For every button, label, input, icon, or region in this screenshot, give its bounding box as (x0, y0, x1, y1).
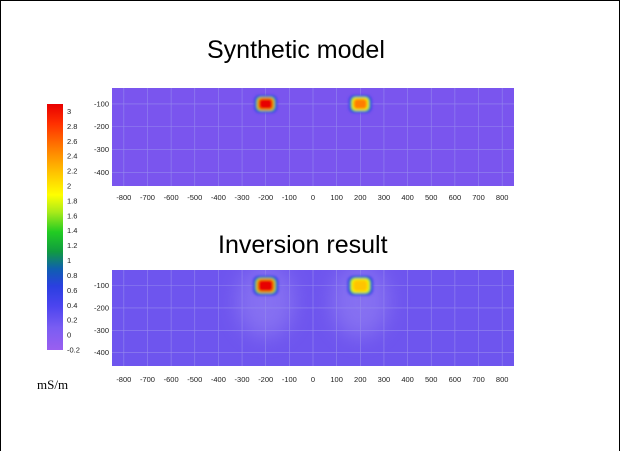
colorbar-tick-label: 2.8 (67, 122, 77, 131)
colorbar-gradient (47, 104, 63, 350)
inversion-result-heatmap: -100 -200 -300 -400 -800 -700 -600 -500 -400 -30… (94, 265, 514, 384)
colorbar-tick-label: 0.6 (67, 286, 77, 295)
x-tick-label: 500 (425, 193, 438, 202)
x-tick-label: -400 (211, 193, 226, 202)
colorbar-tick-label: 2.4 (67, 152, 77, 161)
colorbar-tick-label: 1.8 (67, 196, 77, 205)
x-tick-label: 800 (496, 375, 509, 384)
x-tick-label: -600 (164, 193, 179, 202)
colorbar-tick-label: 0.4 (67, 301, 77, 310)
x-tick-label: -500 (187, 375, 202, 384)
colorbar-labels: 3 2.8 2.6 2.4 2.2 2 1.8 1.6 1.4 1.2 1 0.8 0.6 0.4 0.2 0… (67, 107, 80, 355)
x-tick-label: 300 (378, 193, 391, 202)
y-tick-label: -300 (94, 326, 109, 335)
x-tick-label: -800 (116, 193, 131, 202)
anomaly (253, 276, 279, 296)
y-tick-label: -200 (94, 303, 109, 312)
y-tick-labels: -100 -200 -300 -400 (94, 99, 109, 176)
synthetic-model-heatmap: -100 -200 -300 -400 -800 -700 -600 -500 -400 -30… (94, 88, 514, 202)
x-tick-label: -700 (140, 375, 155, 384)
colorbar-tick-label: -0.2 (67, 346, 80, 355)
colorbar-tick-label: 0.8 (67, 271, 77, 280)
x-tick-label: -600 (164, 375, 179, 384)
x-tick-labels: -800 -700 -600 -500 -400 -300 -200 -100 0 100 200 3… (116, 375, 508, 384)
colorbar-tick-label: 1.2 (67, 241, 77, 250)
anomaly (348, 95, 372, 113)
y-tick-label: -100 (94, 99, 109, 108)
x-tick-label: 700 (472, 375, 485, 384)
x-tick-label: 100 (330, 193, 343, 202)
anomaly-contour (258, 280, 273, 291)
colorbar-tick-label: 1.4 (67, 226, 77, 235)
x-tick-label: 600 (449, 193, 462, 202)
x-tick-label: 100 (330, 375, 343, 384)
y-tick-label: -100 (94, 281, 109, 290)
colorbar-tick-label: 0 (67, 331, 71, 340)
x-tick-label: 0 (311, 193, 315, 202)
x-tick-label: 700 (472, 193, 485, 202)
y-tick-label: -400 (94, 348, 109, 357)
x-tick-label: -800 (116, 375, 131, 384)
colorbar-tick-label: 1.6 (67, 211, 77, 220)
anomaly-contour (354, 99, 367, 109)
x-tick-label: -100 (282, 193, 297, 202)
x-tick-labels: -800 -700 -600 -500 -400 -300 -200 -100 0 100 200 3… (116, 193, 508, 202)
x-tick-label: -100 (282, 375, 297, 384)
x-tick-label: -200 (258, 375, 273, 384)
anomaly (347, 276, 373, 296)
x-tick-label: -200 (258, 193, 273, 202)
x-tick-label: 400 (401, 193, 414, 202)
colorbar-tick-label: 2 (67, 182, 71, 191)
y-tick-label: -300 (94, 145, 109, 154)
colorbar: 3 2.8 2.6 2.4 2.2 2 1.8 1.6 1.4 1.2 1 0.8 0.6 0.4 0.2 0… (47, 104, 80, 355)
x-tick-label: -400 (211, 375, 226, 384)
x-tick-label: -700 (140, 193, 155, 202)
x-tick-label: -300 (235, 375, 250, 384)
colorbar-tick-label: 0.2 (67, 316, 77, 325)
y-tick-label: -400 (94, 168, 109, 177)
x-tick-label: 200 (354, 375, 367, 384)
x-tick-label: 300 (378, 375, 391, 384)
anomaly-contour (353, 280, 368, 291)
anomaly (254, 95, 278, 113)
anomaly-contour (259, 99, 272, 109)
x-tick-label: -500 (187, 193, 202, 202)
colorbar-tick-label: 2.6 (67, 137, 77, 146)
x-tick-label: 500 (425, 375, 438, 384)
colorbar-tick-label: 3 (67, 107, 71, 116)
y-tick-labels: -100 -200 -300 -400 (94, 281, 109, 357)
x-tick-label: -300 (235, 193, 250, 202)
x-tick-label: 800 (496, 193, 509, 202)
colorbar-tick-label: 1 (67, 256, 71, 265)
x-tick-label: 0 (311, 375, 315, 384)
x-tick-label: 600 (449, 375, 462, 384)
x-tick-label: 200 (354, 193, 367, 202)
x-tick-label: 400 (401, 375, 414, 384)
y-tick-label: -200 (94, 122, 109, 131)
colorbar-tick-label: 2.2 (67, 167, 77, 176)
